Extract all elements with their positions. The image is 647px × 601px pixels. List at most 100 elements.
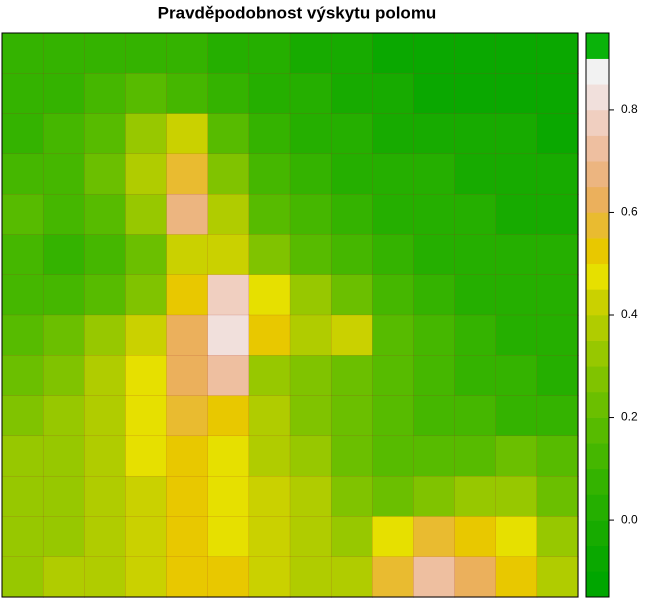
heat-cell xyxy=(1,355,44,397)
heat-cell xyxy=(207,113,250,155)
heat-cell xyxy=(42,475,85,518)
heat-cell xyxy=(372,32,415,74)
heat-cell xyxy=(330,153,373,195)
heat-cell xyxy=(330,113,373,155)
heat-cell xyxy=(372,113,415,155)
heat-cell xyxy=(42,435,85,477)
colorbar-segment xyxy=(586,340,609,367)
heat-cell xyxy=(84,73,127,115)
heat-cell xyxy=(372,435,415,477)
heat-cell xyxy=(536,193,579,236)
heat-cell xyxy=(536,32,579,74)
heat-cell xyxy=(166,475,209,518)
heat-cell xyxy=(413,314,456,356)
heat-cell xyxy=(207,435,250,477)
heat-cell xyxy=(330,435,373,477)
heat-cell xyxy=(248,314,291,356)
heat-cell xyxy=(372,475,415,518)
heat-cell xyxy=(42,73,85,115)
heat-cell xyxy=(166,32,209,74)
heat-cell xyxy=(42,234,85,276)
heat-cell xyxy=(166,314,209,356)
heat-cell xyxy=(207,73,250,115)
heat-cell xyxy=(248,32,291,74)
heat-cell xyxy=(289,73,332,115)
heat-cell xyxy=(42,153,85,195)
heat-cell xyxy=(125,153,168,195)
heat-cell xyxy=(125,516,168,558)
heat-cell xyxy=(495,516,538,558)
colorbar-segment xyxy=(586,212,609,239)
heat-cell xyxy=(1,113,44,155)
colorbar-segment xyxy=(586,494,609,521)
heat-cell xyxy=(248,153,291,195)
heat-cell xyxy=(207,153,250,195)
colorbar-segment xyxy=(586,135,609,162)
heat-cell xyxy=(84,475,127,518)
heat-cell xyxy=(372,355,415,397)
heat-cell xyxy=(536,314,579,356)
heat-cell xyxy=(289,274,332,316)
colorbar-tick-label: 0.6 xyxy=(621,205,638,219)
heat-cell xyxy=(248,113,291,155)
heat-cell xyxy=(84,435,127,477)
heat-cell xyxy=(84,355,127,397)
heat-cell xyxy=(84,395,127,437)
heat-cell xyxy=(413,153,456,195)
heat-cell xyxy=(207,395,250,437)
heat-cell xyxy=(330,274,373,316)
heat-cell xyxy=(1,32,44,74)
heat-cell xyxy=(495,435,538,477)
heat-cell xyxy=(536,556,579,598)
heat-cell xyxy=(84,153,127,195)
heat-cell xyxy=(207,274,250,316)
heat-cell xyxy=(1,475,44,518)
heat-cell xyxy=(125,113,168,155)
chart-title: Pravděpodobnost výskytu polomu xyxy=(158,3,437,22)
heat-cell xyxy=(330,193,373,236)
heat-cell xyxy=(536,516,579,558)
heat-cell xyxy=(536,355,579,397)
heat-cell xyxy=(454,113,497,155)
heat-cell xyxy=(166,73,209,115)
heat-cell xyxy=(454,32,497,74)
colorbar-tick-label: 0.0 xyxy=(621,512,638,526)
heat-cell xyxy=(166,274,209,316)
heat-cell xyxy=(289,516,332,558)
colorbar-segment xyxy=(586,545,609,572)
heat-cell xyxy=(413,355,456,397)
heat-cell xyxy=(289,435,332,477)
heat-cell xyxy=(125,193,168,236)
heat-cell xyxy=(454,475,497,518)
heat-cell xyxy=(289,193,332,236)
heat-cell xyxy=(207,193,250,236)
colorbar-segment xyxy=(586,468,609,495)
heat-cell xyxy=(495,395,538,437)
heat-cell xyxy=(207,516,250,558)
heat-cell xyxy=(166,113,209,155)
heat-cell xyxy=(495,234,538,276)
colorbar-segment xyxy=(586,84,609,111)
heat-cell xyxy=(454,153,497,195)
heat-cell xyxy=(413,73,456,115)
heat-cell xyxy=(413,274,456,316)
heat-cell xyxy=(42,556,85,598)
heat-cell xyxy=(413,193,456,236)
heat-cell xyxy=(1,193,44,236)
heat-cell xyxy=(330,395,373,437)
plot-border xyxy=(1,32,579,598)
colorbar-segment xyxy=(586,315,609,341)
heat-cell xyxy=(495,556,538,598)
heat-cell xyxy=(330,475,373,518)
heat-cell xyxy=(1,73,44,115)
heat-cell xyxy=(454,556,497,598)
heat-cell xyxy=(1,556,44,598)
colorbar-segment xyxy=(586,366,609,393)
heat-cell xyxy=(125,234,168,276)
heat-cell xyxy=(248,516,291,558)
heat-cell xyxy=(42,274,85,316)
heat-cell xyxy=(372,556,415,598)
heat-cell xyxy=(413,556,456,598)
heat-cell xyxy=(42,355,85,397)
